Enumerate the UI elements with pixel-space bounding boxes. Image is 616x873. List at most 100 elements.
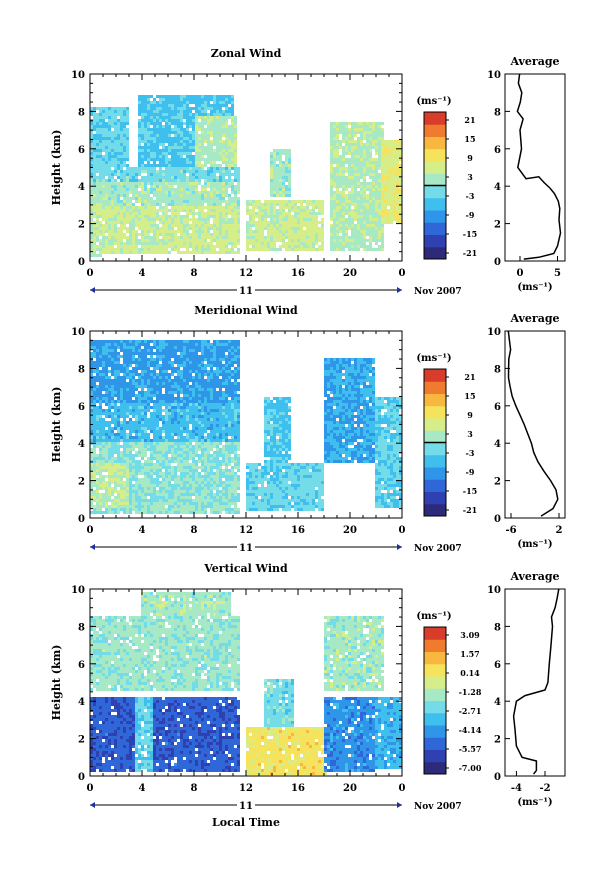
heatmap-cell bbox=[141, 424, 144, 427]
heatmap-cell bbox=[129, 215, 132, 218]
heatmap-cell bbox=[288, 182, 291, 185]
heatmap-cell bbox=[126, 137, 129, 140]
heatmap-cell bbox=[129, 406, 132, 409]
heatmap-cell bbox=[114, 352, 117, 355]
heatmap-cell bbox=[222, 158, 225, 161]
heatmap-cell bbox=[111, 161, 114, 164]
heatmap-cell bbox=[165, 170, 168, 173]
heatmap-cell bbox=[267, 248, 270, 251]
heatmap-cell bbox=[288, 200, 291, 203]
heatmap-cell bbox=[144, 158, 147, 161]
heatmap-cell bbox=[399, 140, 402, 143]
heatmap-cell bbox=[216, 140, 219, 143]
heatmap-cell bbox=[150, 209, 153, 212]
heatmap-cell bbox=[189, 170, 192, 173]
heatmap-cell bbox=[228, 107, 231, 110]
heatmap-cell bbox=[309, 230, 312, 233]
heatmap-cell bbox=[117, 173, 120, 176]
heatmap-cell bbox=[141, 236, 144, 239]
heatmap-cell bbox=[135, 505, 138, 508]
heatmap-cell bbox=[99, 397, 102, 400]
heatmap-cell bbox=[186, 104, 189, 107]
heatmap-cell bbox=[204, 95, 207, 98]
heatmap-cell bbox=[189, 245, 192, 248]
heatmap-cell bbox=[363, 170, 366, 173]
heatmap-cell bbox=[147, 131, 150, 134]
heatmap-cell bbox=[201, 167, 204, 170]
heatmap-cell bbox=[99, 454, 102, 457]
heatmap-cell bbox=[279, 188, 282, 191]
heatmap-cell bbox=[189, 251, 192, 254]
heatmap-cell bbox=[114, 182, 117, 185]
heatmap-cell bbox=[291, 200, 294, 203]
heatmap-cell bbox=[201, 251, 204, 254]
heatmap-cell bbox=[303, 236, 306, 239]
heatmap-cell bbox=[183, 146, 186, 149]
heatmap-cell bbox=[96, 119, 99, 122]
heatmap-cell bbox=[141, 227, 144, 230]
heatmap-cell bbox=[180, 101, 183, 104]
heatmap-cell bbox=[213, 143, 216, 146]
heatmap-cell bbox=[144, 200, 147, 203]
heatmap-cell bbox=[123, 137, 126, 140]
heatmap-cell bbox=[216, 206, 219, 209]
heatmap-cell bbox=[279, 206, 282, 209]
heatmap-cell bbox=[234, 179, 237, 182]
heatmap-cell bbox=[144, 445, 147, 448]
heatmap-cell bbox=[183, 176, 186, 179]
heatmap-cell bbox=[105, 379, 108, 382]
heatmap-cell bbox=[225, 194, 228, 197]
heatmap-cell bbox=[225, 200, 228, 203]
heatmap-cell bbox=[183, 206, 186, 209]
heatmap-cell bbox=[159, 191, 162, 194]
heatmap-cell bbox=[114, 445, 117, 448]
heatmap-cell bbox=[222, 134, 225, 137]
heatmap-cell bbox=[141, 370, 144, 373]
heatmap-cell bbox=[108, 185, 111, 188]
heatmap-cell bbox=[204, 179, 207, 182]
heatmap-cell bbox=[342, 227, 345, 230]
heatmap-cell bbox=[135, 251, 138, 254]
heatmap-cell bbox=[198, 98, 201, 101]
heatmap-cell bbox=[156, 215, 159, 218]
heatmap-cell bbox=[156, 143, 159, 146]
heatmap-cell bbox=[177, 200, 180, 203]
heatmap-cell bbox=[174, 179, 177, 182]
heatmap-cell bbox=[177, 122, 180, 125]
heatmap-cell bbox=[390, 197, 393, 200]
heatmap-cell bbox=[375, 185, 378, 188]
heatmap-cell bbox=[96, 221, 99, 224]
heatmap-cell bbox=[300, 227, 303, 230]
heatmap-cell bbox=[285, 218, 288, 221]
heatmap-cell bbox=[93, 478, 96, 481]
heatmap-cell bbox=[345, 218, 348, 221]
heatmap-cell bbox=[333, 212, 336, 215]
heatmap-cell bbox=[348, 236, 351, 239]
heatmap-cell bbox=[186, 167, 189, 170]
heatmap-cell bbox=[135, 346, 138, 349]
heatmap-cell bbox=[120, 481, 123, 484]
heatmap-cell bbox=[207, 95, 210, 98]
heatmap-cell bbox=[186, 164, 189, 167]
heatmap-cell bbox=[99, 403, 102, 406]
colorbar-unit: (ms⁻¹) bbox=[416, 96, 451, 107]
heatmap-cell bbox=[342, 212, 345, 215]
heatmap-cell bbox=[117, 418, 120, 421]
heatmap-cell bbox=[105, 194, 108, 197]
heatmap-cell bbox=[189, 161, 192, 164]
heatmap-cell bbox=[333, 239, 336, 242]
heatmap-cell bbox=[171, 227, 174, 230]
heatmap-cell bbox=[237, 185, 240, 188]
heatmap-cell bbox=[147, 122, 150, 125]
heatmap-cell bbox=[222, 224, 225, 227]
heatmap-cell bbox=[135, 239, 138, 242]
heatmap-cell bbox=[108, 218, 111, 221]
heatmap-cell bbox=[141, 397, 144, 400]
heatmap-cell bbox=[93, 439, 96, 442]
heatmap-cell bbox=[354, 179, 357, 182]
heatmap-cell bbox=[120, 236, 123, 239]
heatmap-cell bbox=[189, 191, 192, 194]
heatmap-cell bbox=[138, 104, 141, 107]
heatmap-cell bbox=[132, 242, 135, 245]
heatmap-cell bbox=[96, 155, 99, 158]
